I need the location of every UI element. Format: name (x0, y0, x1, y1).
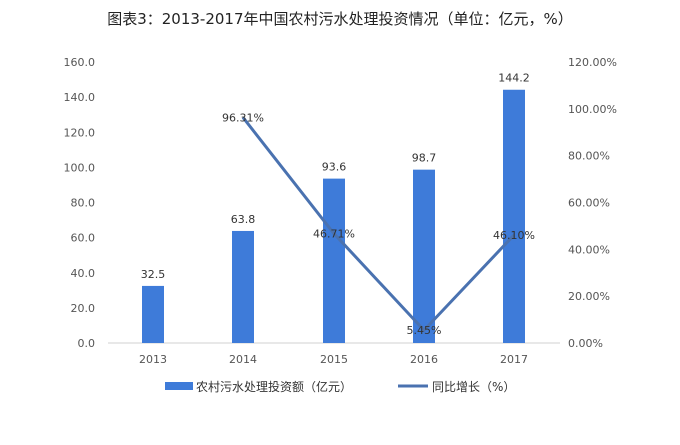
left-axis-tick: 40.0 (71, 267, 96, 280)
line-data-label: 5.45% (407, 324, 442, 337)
right-axis-tick: 0.00% (568, 337, 603, 350)
left-axis-tick: 20.0 (71, 302, 96, 315)
bar (503, 89, 525, 343)
line-data-label: 46.10% (493, 229, 535, 242)
left-axis-tick: 80.0 (71, 197, 96, 210)
bar-data-label: 98.7 (412, 152, 437, 165)
line-data-label: 96.31% (222, 111, 264, 124)
right-axis-tick: 80.00% (568, 150, 610, 163)
left-axis-tick: 100.0 (64, 161, 96, 174)
left-axis-tick: 140.0 (64, 91, 96, 104)
left-axis-tick: 120.0 (64, 126, 96, 139)
left-axis-tick: 160.0 (64, 56, 96, 69)
x-axis-tick: 2017 (500, 353, 528, 366)
left-axis-tick: 0.0 (78, 337, 96, 350)
bar (142, 285, 164, 343)
right-axis-tick: 60.00% (568, 197, 610, 210)
right-axis-tick: 40.00% (568, 243, 610, 256)
line-series (241, 116, 516, 333)
x-axis-tick: 2015 (320, 353, 348, 366)
bar (323, 178, 345, 343)
bar (413, 169, 435, 343)
chart-title: 图表3：2013-2017年中国农村污水处理投资情况（单位：亿元，%） (107, 10, 573, 28)
x-axis-tick: 2016 (410, 353, 438, 366)
legend-line-label: 同比增长（%） (432, 380, 515, 394)
legend-bar-label: 农村污水处理投资额（亿元） (196, 379, 352, 394)
left-axis-tick: 60.0 (71, 232, 96, 245)
line-data-label: 46.71% (313, 228, 355, 241)
bar (232, 230, 254, 343)
bar-data-label: 32.5 (141, 268, 166, 281)
x-axis-tick: 2013 (139, 353, 167, 366)
x-axis-tick: 2014 (229, 353, 257, 366)
bar-data-label: 144.2 (498, 72, 530, 85)
right-axis-tick: 20.00% (568, 290, 610, 303)
legend-bar-swatch (165, 382, 193, 390)
right-axis-tick: 100.00% (568, 103, 617, 116)
bar-data-label: 63.8 (231, 213, 256, 226)
right-axis-tick: 120.00% (568, 56, 617, 69)
bar-data-label: 93.6 (322, 161, 347, 174)
